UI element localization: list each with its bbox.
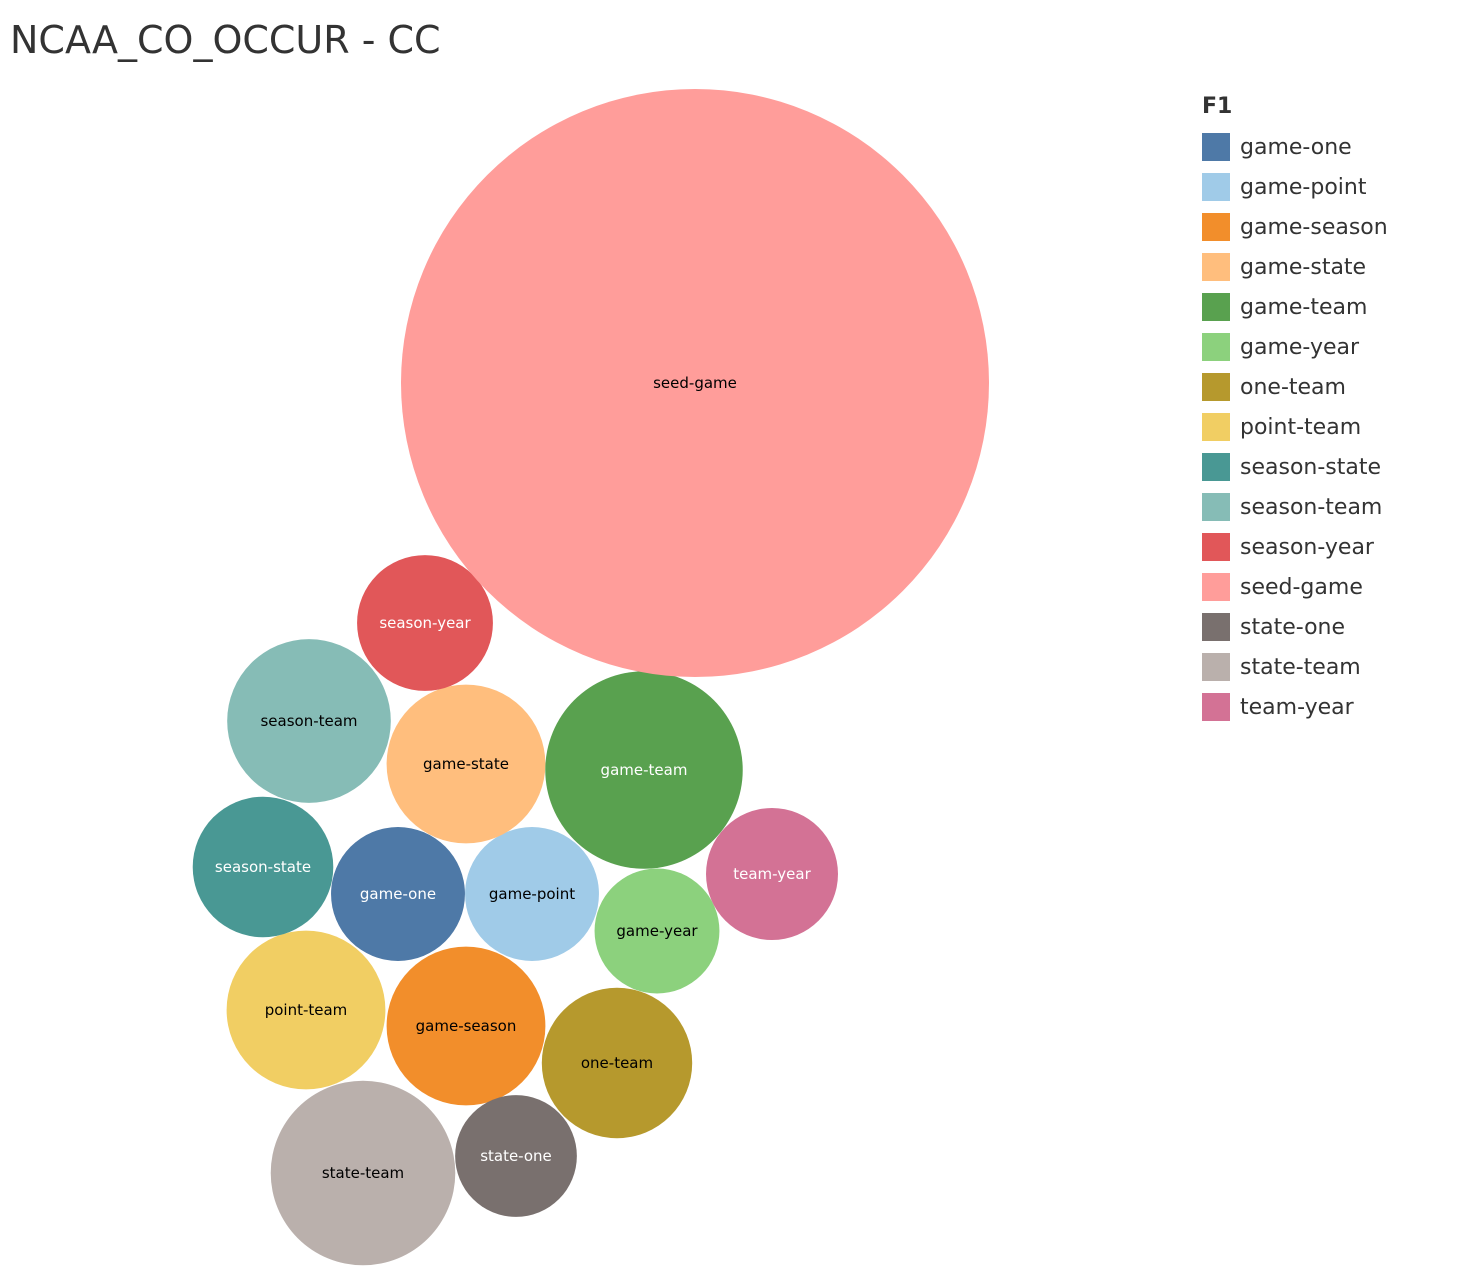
bubble-state-team[interactable] — [270, 1080, 456, 1266]
legend-label: game-point — [1240, 174, 1367, 200]
bubble-label-game-point: game-point — [489, 885, 575, 903]
bubble-label-seed-game: seed-game — [653, 374, 737, 392]
legend-item-seed-game[interactable]: seed-game — [1202, 567, 1388, 607]
legend-item-game-one[interactable]: game-one — [1202, 127, 1388, 167]
legend-swatch — [1202, 613, 1230, 641]
legend-swatch — [1202, 293, 1230, 321]
legend-item-state-team[interactable]: state-team — [1202, 647, 1388, 687]
bubble-label-state-one: state-one — [480, 1147, 552, 1165]
legend-label: season-state — [1240, 454, 1382, 480]
legend-swatch — [1202, 693, 1230, 721]
bubble-game-season[interactable] — [386, 946, 546, 1106]
legend-title: F1 — [1202, 94, 1233, 119]
legend-swatch — [1202, 573, 1230, 601]
bubble-season-year[interactable] — [357, 555, 493, 691]
chart-title: NCAA_CO_OCCUR - CC — [10, 18, 441, 62]
legend-label: one-team — [1240, 374, 1346, 400]
bubble-season-state[interactable] — [192, 796, 334, 938]
bubble-label-point-team: point-team — [265, 1001, 348, 1019]
legend-label: game-state — [1240, 254, 1367, 280]
legend-item-point-team[interactable]: point-team — [1202, 407, 1388, 447]
bubble-label-game-year: game-year — [616, 922, 698, 940]
bubble-label-team-year: team-year — [733, 865, 811, 883]
bubble-label-game-season: game-season — [416, 1017, 517, 1035]
bubble-label-season-team: season-team — [260, 712, 357, 730]
legend-item-season-team[interactable]: season-team — [1202, 487, 1388, 527]
bubble-game-team[interactable] — [545, 671, 743, 869]
legend-swatch — [1202, 533, 1230, 561]
legend-label: team-year — [1240, 694, 1354, 720]
bubble-label-season-year: season-year — [379, 614, 471, 632]
legend-label: game-team — [1240, 294, 1368, 320]
bubble-team-year[interactable] — [706, 808, 838, 940]
bubble-label-season-state: season-state — [215, 858, 311, 876]
legend-label: game-one — [1240, 134, 1352, 160]
bubble-one-team[interactable] — [541, 987, 693, 1139]
bubble-point-team[interactable] — [226, 930, 386, 1090]
legend-item-team-year[interactable]: team-year — [1202, 687, 1388, 727]
legend-swatch — [1202, 173, 1230, 201]
legend-item-one-team[interactable]: one-team — [1202, 367, 1388, 407]
legend-item-season-state[interactable]: season-state — [1202, 447, 1388, 487]
legend-item-state-one[interactable]: state-one — [1202, 607, 1388, 647]
legend-item-game-team[interactable]: game-team — [1202, 287, 1388, 327]
legend-swatch — [1202, 373, 1230, 401]
bubble-label-state-team: state-team — [322, 1164, 404, 1182]
bubble-game-one[interactable] — [331, 827, 465, 961]
legend-item-season-year[interactable]: season-year — [1202, 527, 1388, 567]
legend-swatch — [1202, 493, 1230, 521]
legend-swatch — [1202, 213, 1230, 241]
bubble-chart: game-one game-point game-season game-state g… — [192, 89, 989, 1266]
legend-label: seed-game — [1240, 574, 1363, 600]
legend-swatch — [1202, 333, 1230, 361]
legend: F1 game-one game-point game-season game-sta… — [1202, 94, 1388, 727]
legend-item-game-point[interactable]: game-point — [1202, 167, 1388, 207]
legend-label: game-season — [1240, 214, 1388, 240]
bubble-game-state[interactable] — [386, 684, 546, 844]
legend-label: point-team — [1240, 414, 1362, 440]
bubble-seed-game[interactable] — [401, 89, 989, 677]
bubble-label-game-team: game-team — [601, 761, 688, 779]
legend-label: state-team — [1240, 654, 1361, 680]
bubble-game-year[interactable] — [594, 868, 720, 994]
bubble-state-one[interactable] — [455, 1095, 577, 1217]
legend-swatch — [1202, 133, 1230, 161]
legend-item-game-year[interactable]: game-year — [1202, 327, 1388, 367]
legend-swatch — [1202, 453, 1230, 481]
bubble-label-game-state: game-state — [423, 755, 509, 773]
legend-swatch — [1202, 413, 1230, 441]
bubble-season-team[interactable] — [227, 639, 391, 803]
legend-item-game-season[interactable]: game-season — [1202, 207, 1388, 247]
legend-label: season-team — [1240, 494, 1383, 520]
legend-swatch — [1202, 653, 1230, 681]
bubble-game-point[interactable] — [465, 827, 599, 961]
legend-label: state-one — [1240, 614, 1346, 640]
bubble-label-game-one: game-one — [360, 885, 436, 903]
bubble-label-one-team: one-team — [581, 1054, 653, 1072]
legend-item-game-state[interactable]: game-state — [1202, 247, 1388, 287]
legend-label: game-year — [1240, 334, 1360, 360]
legend-swatch — [1202, 253, 1230, 281]
legend-label: season-year — [1240, 534, 1374, 560]
legend-items: game-one game-point game-season game-state g… — [1202, 127, 1388, 727]
